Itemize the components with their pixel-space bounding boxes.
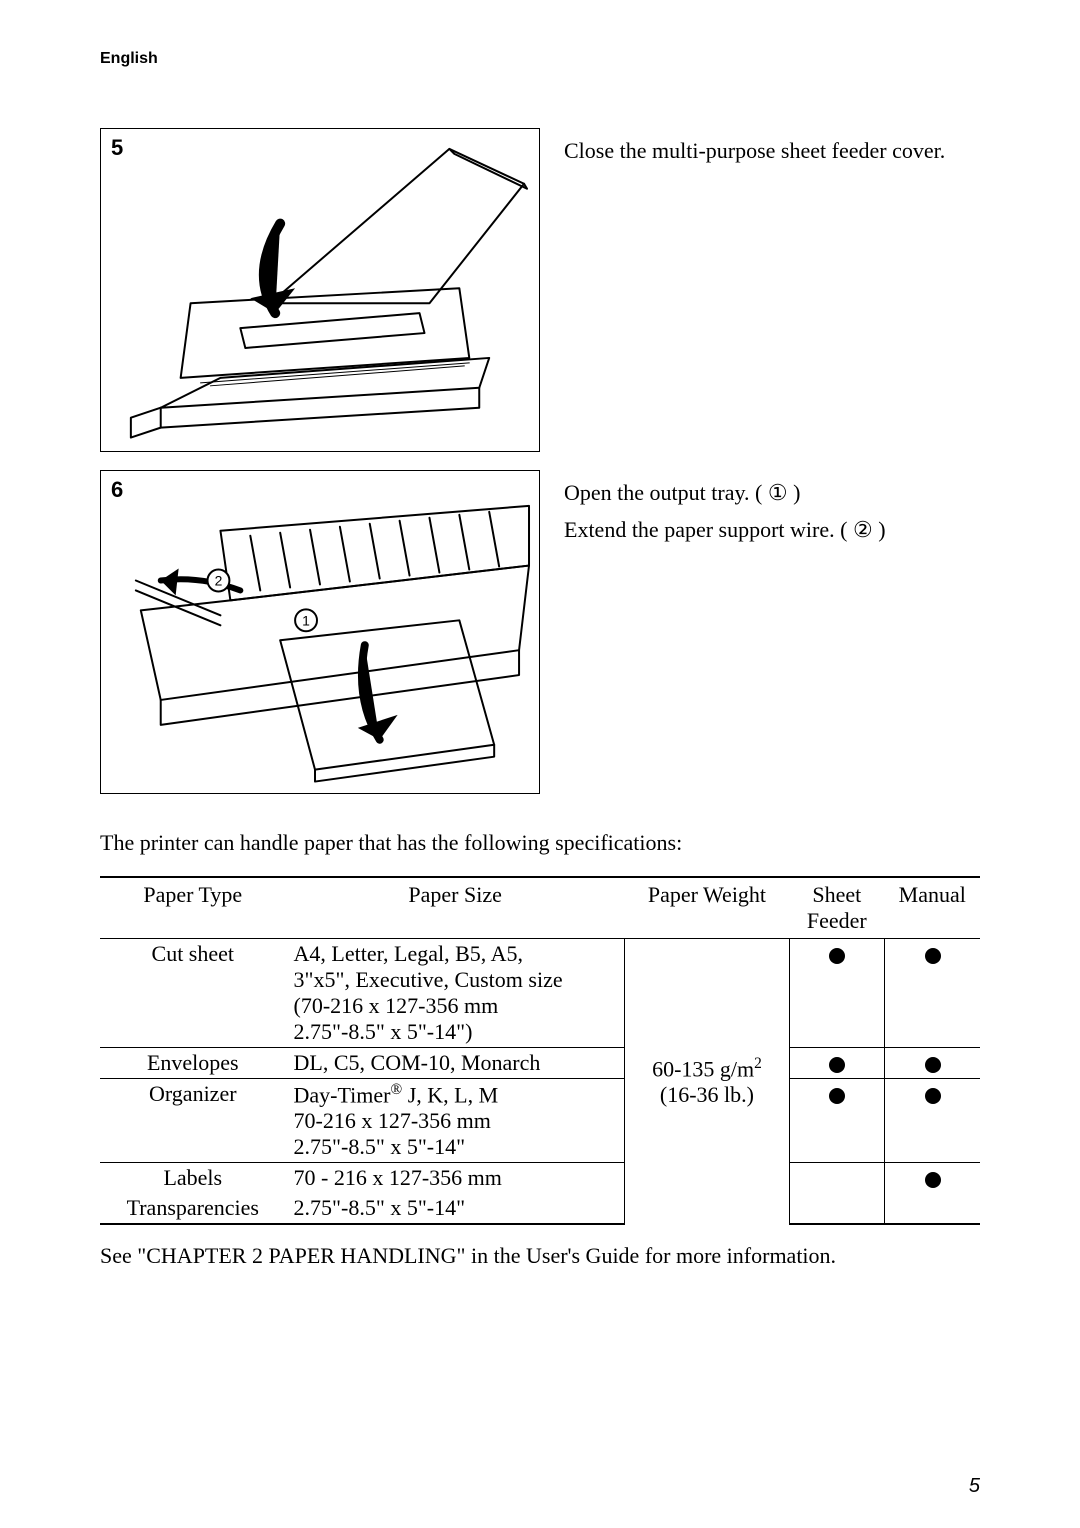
cell-manual <box>885 1079 980 1163</box>
dot-icon <box>925 1057 941 1073</box>
dot-icon <box>829 1088 845 1104</box>
step-5-text: Close the multi-purpose sheet feeder cov… <box>564 128 945 169</box>
cell-size: Day-Timer® J, K, L, M 70-216 x 127-356 m… <box>286 1079 625 1163</box>
step-5-line: Close the multi-purpose sheet feeder cov… <box>564 138 945 163</box>
cell-manual <box>885 1163 980 1194</box>
table-row: Transparencies 2.75"-8.5" x 5"-14" <box>100 1193 980 1224</box>
page-header: English <box>100 50 980 68</box>
col-paper-type: Paper Type <box>100 877 286 939</box>
cell-type: Organizer <box>100 1079 286 1163</box>
weight-line2: (16-36 lb.) <box>660 1082 754 1107</box>
cell-manual <box>885 939 980 1048</box>
step-6: 6 <box>100 470 980 794</box>
step-5: 5 <box>100 128 980 452</box>
cell-size: A4, Letter, Legal, B5, A5, 3"x5", Execut… <box>286 939 625 1048</box>
svg-text:2: 2 <box>215 572 223 588</box>
table-row: Envelopes DL, C5, COM-10, Monarch <box>100 1048 980 1079</box>
step-6-text: Open the output tray. ( ① ) Extend the p… <box>564 470 886 549</box>
size-line: 3"x5", Executive, Custom size <box>294 967 563 992</box>
footer-note: See "CHAPTER 2 PAPER HANDLING" in the Us… <box>100 1243 980 1269</box>
cell-weight: 60-135 g/m2 (16-36 lb.) <box>625 939 789 1225</box>
printer-open-tray-icon: 1 2 <box>101 471 539 794</box>
step-5-figure: 5 <box>100 128 540 452</box>
dot-icon <box>925 948 941 964</box>
cell-type: Cut sheet <box>100 939 286 1048</box>
size-line: 2.75"-8.5" x 5"-14") <box>294 1019 473 1044</box>
cell-manual <box>885 1048 980 1079</box>
cell-type: Envelopes <box>100 1048 286 1079</box>
cell-type: Labels <box>100 1163 286 1194</box>
cell-feeder <box>789 1163 884 1194</box>
page-number: 5 <box>969 1475 980 1498</box>
paper-spec-table: Paper Type Paper Size Paper Weight Sheet… <box>100 876 980 1225</box>
table-row: Organizer Day-Timer® J, K, L, M 70-216 x… <box>100 1079 980 1163</box>
col-sheet-feeder-label: SheetFeeder <box>807 882 867 933</box>
size-line: A4, Letter, Legal, B5, A5, <box>294 941 523 966</box>
size-line: (70-216 x 127-356 mm <box>294 993 499 1018</box>
svg-text:1: 1 <box>302 612 310 628</box>
dot-icon <box>925 1172 941 1188</box>
cell-size: DL, C5, COM-10, Monarch <box>286 1048 625 1079</box>
weight-sup: 2 <box>754 1055 762 1072</box>
step-6-figure: 6 <box>100 470 540 794</box>
col-paper-weight: Paper Weight <box>625 877 789 939</box>
cell-feeder <box>789 939 884 1048</box>
table-header-row: Paper Type Paper Size Paper Weight Sheet… <box>100 877 980 939</box>
table-row: Cut sheet A4, Letter, Legal, B5, A5, 3"x… <box>100 939 980 1048</box>
cell-feeder <box>789 1048 884 1079</box>
weight-line1: 60-135 g/m <box>652 1056 754 1081</box>
step-6-line-1: Open the output tray. ( ① ) <box>564 474 886 511</box>
printer-close-cover-icon <box>101 129 539 452</box>
cell-type: Transparencies <box>100 1193 286 1224</box>
cell-feeder <box>789 1193 884 1224</box>
table-row: Labels 70 - 216 x 127-356 mm <box>100 1163 980 1194</box>
dot-icon <box>829 1057 845 1073</box>
col-sheet-feeder: SheetFeeder <box>789 877 884 939</box>
cell-feeder <box>789 1079 884 1163</box>
cell-manual <box>885 1193 980 1224</box>
col-manual: Manual <box>885 877 980 939</box>
dot-icon <box>829 948 845 964</box>
dot-icon <box>925 1088 941 1104</box>
step-6-line-2: Extend the paper support wire. ( ② ) <box>564 511 886 548</box>
cell-size: 2.75"-8.5" x 5"-14" <box>286 1193 625 1224</box>
spec-intro: The printer can handle paper that has th… <box>100 830 980 856</box>
col-paper-size: Paper Size <box>286 877 625 939</box>
cell-size: 70 - 216 x 127-356 mm <box>286 1163 625 1194</box>
